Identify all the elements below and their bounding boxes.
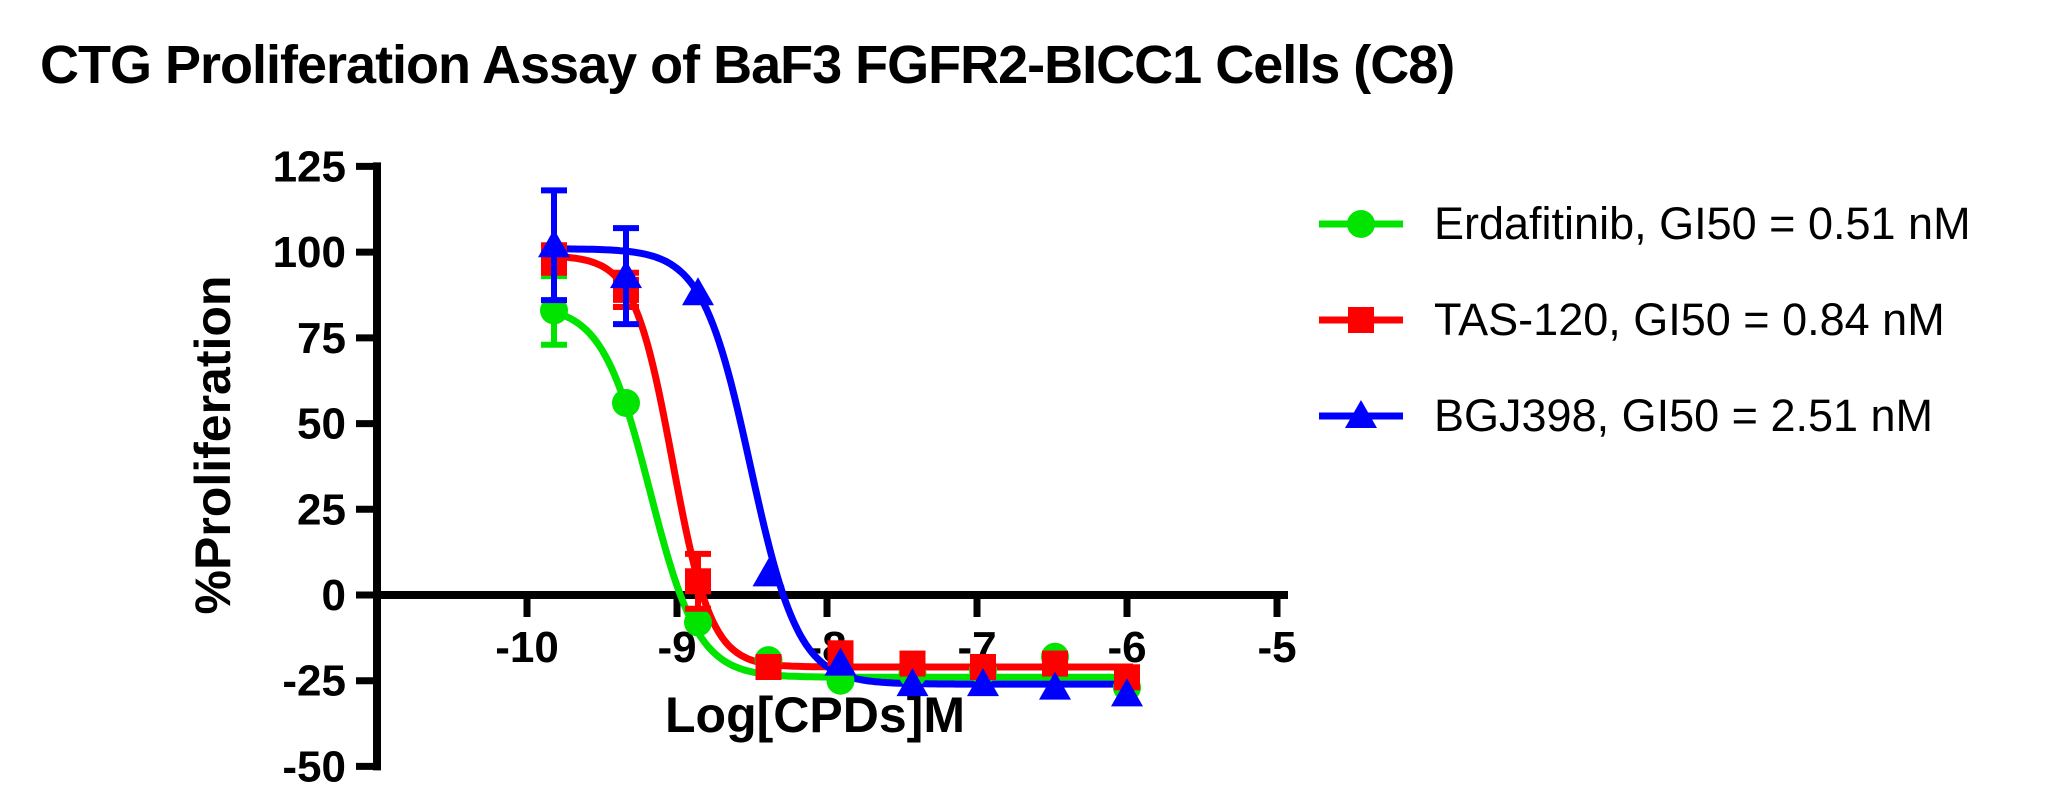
marker-bgj398 [682,277,714,306]
marker-bgj398 [752,558,785,587]
marker-bgj398 [896,668,929,697]
marker-bgj398 [538,229,570,258]
y-tick-label: 100 [273,228,346,277]
marker-erdafitinib [684,608,712,637]
x-tick-label: -10 [495,623,559,672]
y-tick-label: 50 [297,400,346,449]
legend-item-erdafitinib: Erdafitinib, GI50 = 0.51 nM [1316,196,1971,252]
legend-label: BGJ398, GI50 = 2.51 nM [1434,390,1934,441]
y-tick-label: 75 [297,314,346,363]
marker-bgj398 [610,260,642,289]
marker-bgj398 [1039,671,1071,700]
x-tick-label: -5 [1257,623,1296,672]
marker-bgj398 [967,668,999,697]
legend-item-bgj398: BGJ398, GI50 = 2.51 nM [1316,388,1971,444]
marker-bgj398 [1111,678,1143,707]
legend-marker-circle-icon [1319,210,1403,238]
marker-bgj398 [824,647,857,676]
y-tick-label: 0 [322,571,346,620]
legend: Erdafitinib, GI50 = 0.51 nM TAS-120, GI5… [1316,196,1971,484]
marker-erdafitinib [612,388,640,417]
legend-label: TAS-120, GI50 = 0.84 nM [1434,294,1945,345]
legend-marker-bgj398 [1345,400,1377,428]
y-tick-label: -50 [282,742,346,791]
legend-item-tas-120: TAS-120, GI50 = 0.84 nM [1316,292,1971,348]
chart-title: CTG Proliferation Assay of BaF3 FGFR2-BI… [40,35,1455,95]
x-axis-title: Log[CPDs]M [665,687,965,743]
marker-erdafitinib [540,296,568,325]
y-axis-title: %Proliferation [185,276,241,615]
legend-marker-square-icon [1319,307,1403,333]
y-tick-label: 25 [297,485,346,534]
legend-marker-erdafitinib [1347,210,1375,238]
legend-label: Erdafitinib, GI50 = 0.51 nM [1434,198,1971,249]
marker-tas-120 [685,568,711,595]
y-tick-label: 125 [273,142,346,191]
y-tick-label: -25 [282,657,346,706]
legend-marker-tas-120 [1348,307,1374,333]
marker-tas-120 [755,654,782,681]
legend-marker-triangle-icon [1319,400,1403,428]
